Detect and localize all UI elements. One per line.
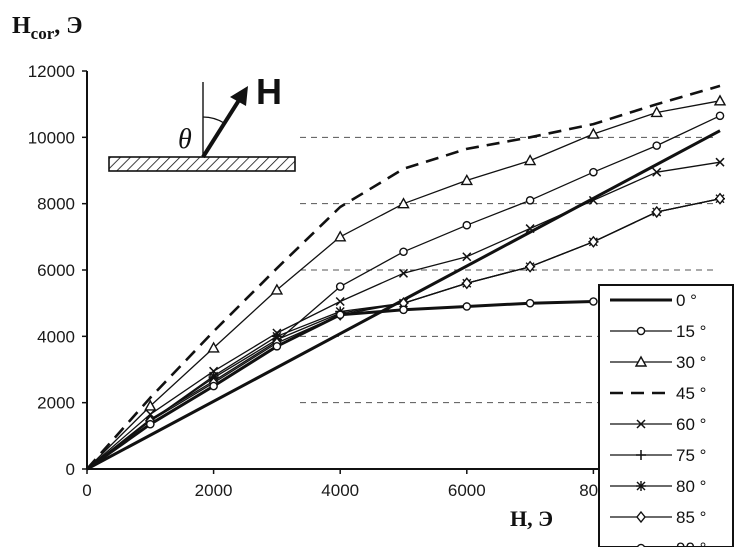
x-tick-label: 0 (82, 481, 91, 500)
angle-arc (202, 116, 225, 124)
y-axis-label: Hcor, Э (12, 13, 83, 43)
legend-label: 30 ° (676, 353, 706, 372)
data-point-triangle (334, 230, 347, 242)
y-axis-label-unit: , Э (54, 13, 82, 39)
legend-box (598, 284, 734, 547)
data-point-diamond (651, 205, 662, 219)
data-point-circle (636, 543, 646, 547)
x-tick-label: 2000 (195, 481, 233, 500)
data-point-triangle (144, 399, 157, 411)
legend-label: 85 ° (676, 508, 706, 527)
data-point-diamond (588, 235, 599, 248)
data-point-circle (145, 419, 155, 429)
legend-item: 60 ° (610, 415, 706, 434)
y-tick-label: 4000 (37, 327, 75, 346)
legend-item: 90 ° (610, 539, 706, 547)
field-arrow-shaft (201, 95, 243, 159)
data-point-x (335, 296, 345, 307)
y-axis-label-main: H (12, 13, 31, 39)
series-path (86, 84, 721, 470)
inset-sketch: θ H (108, 71, 296, 172)
legend-item: 75 ° (610, 446, 706, 465)
field-arrow-head (230, 86, 248, 106)
series-line (86, 94, 727, 470)
data-point-circle (399, 305, 408, 315)
data-point-circle (399, 247, 408, 257)
data-point-circle (335, 282, 345, 291)
x-axis-label: H, Э (510, 506, 553, 531)
data-point-triangle (587, 127, 600, 139)
legend-item: 45 ° (610, 384, 706, 403)
legend-item: 85 ° (610, 508, 706, 527)
film-substrate (108, 156, 296, 172)
data-point-x (652, 167, 662, 177)
legend-item: 15 ° (610, 322, 706, 341)
legend-label: 60 ° (676, 415, 706, 434)
data-point-triangle (713, 94, 727, 106)
y-tick-label: 6000 (37, 261, 75, 280)
legend-label: 80 ° (676, 477, 706, 496)
series-group (86, 84, 727, 471)
data-point-x (588, 195, 598, 205)
data-point-circle (525, 196, 535, 205)
data-point-triangle (634, 355, 648, 367)
data-point-x (145, 409, 155, 419)
data-point-circle (272, 341, 282, 351)
data-point-x (398, 268, 409, 278)
field-label: H (256, 71, 282, 112)
y-tick-label: 8000 (37, 195, 75, 214)
data-point-circle (589, 167, 598, 177)
legend-label: 75 ° (676, 446, 706, 465)
data-point-triangle (397, 197, 410, 209)
series-line (86, 84, 721, 470)
legend: 0 ° 15 ° 30 ° 45 ° 60 ° 75 ° 80 ° 85 ° 90 ° (598, 284, 734, 547)
data-point-circle (462, 302, 472, 311)
legend-label: 90 ° (676, 539, 706, 547)
data-point-triangle (270, 283, 284, 295)
data-point-circle (525, 298, 535, 308)
data-point-triangle (650, 106, 663, 118)
legend-label: 0 ° (676, 291, 697, 310)
data-point-x (462, 252, 472, 262)
data-point-diamond (636, 510, 646, 524)
angle-label: θ (178, 124, 192, 155)
legend-item: 0 ° (610, 291, 697, 310)
data-point-x (525, 224, 535, 234)
y-axis-label-sub: cor (31, 24, 55, 43)
legend-label: 45 ° (676, 384, 706, 403)
data-point-circle (652, 141, 662, 150)
data-point-circle (462, 220, 472, 230)
data-point-x (636, 419, 646, 429)
data-point-triangle (523, 154, 537, 166)
series-line (86, 297, 598, 471)
y-tick-label: 0 (66, 460, 75, 479)
data-point-circle (335, 310, 345, 320)
data-point-circle (209, 381, 218, 391)
data-point-diamond (525, 260, 535, 273)
legend-item: 80 ° (610, 477, 706, 496)
data-point-triangle (207, 341, 220, 353)
data-point-triangle (460, 174, 473, 186)
data-point-circle (589, 297, 598, 306)
data-point-diamond (461, 277, 472, 290)
data-point-circle (715, 111, 725, 121)
legend-label: 15 ° (676, 322, 706, 341)
legend-item: 30 ° (610, 353, 706, 372)
x-tick-label: 4000 (321, 481, 359, 500)
y-tick-label: 12000 (28, 62, 75, 81)
data-point-x (715, 157, 725, 167)
y-tick-label: 10000 (28, 128, 75, 147)
x-tick-label: 6000 (448, 481, 486, 500)
data-point-diamond (715, 192, 725, 205)
data-point-circle (636, 326, 646, 336)
data-point-plus (636, 450, 646, 460)
data-point-asterisk (636, 481, 646, 491)
y-tick-label: 2000 (37, 394, 75, 413)
